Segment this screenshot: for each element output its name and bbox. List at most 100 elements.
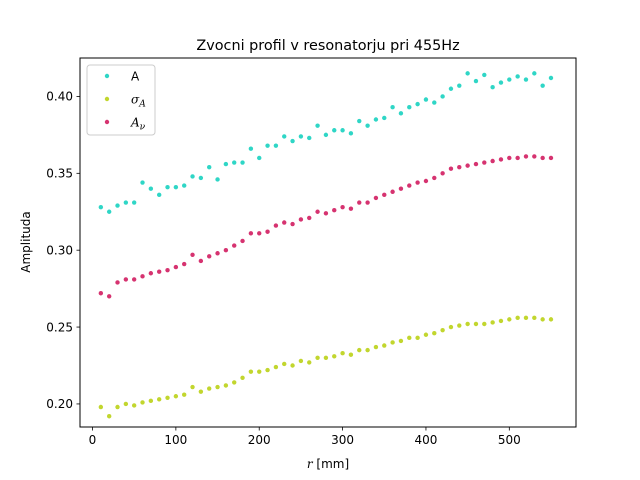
- point-series-2: [490, 158, 495, 164]
- point-series-0: [432, 100, 437, 105]
- legend-box: [86, 64, 156, 136]
- point-series-0: [215, 177, 220, 182]
- point-series-0: [173, 184, 179, 190]
- point-series-0: [307, 135, 312, 141]
- point-series-0: [448, 86, 454, 91]
- point-series-2: [340, 204, 345, 210]
- point-series-0: [382, 115, 387, 121]
- point-series-0: [332, 128, 337, 133]
- point-series-1: [298, 358, 304, 364]
- point-series-1: [290, 363, 295, 368]
- point-series-2: [398, 186, 404, 191]
- point-series-0: [348, 131, 354, 136]
- point-series-1: [182, 392, 187, 397]
- point-series-0: [507, 77, 512, 82]
- x-axis-variable: r: [307, 457, 314, 471]
- x-tick-label: 400: [414, 433, 437, 447]
- point-series-2: [223, 247, 229, 253]
- chart-title: Zvocni profil v resonatorju pri 455Hz: [196, 38, 459, 54]
- point-series-1: [223, 383, 229, 388]
- point-series-0: [457, 83, 462, 88]
- point-series-1: [548, 317, 554, 322]
- point-series-2: [432, 175, 437, 181]
- x-tick-label: 300: [331, 433, 354, 447]
- legend-label: A: [131, 70, 140, 84]
- point-series-0: [232, 160, 237, 165]
- point-series-2: [165, 267, 170, 273]
- point-series-1: [273, 364, 279, 370]
- legend-label: Aν: [130, 116, 146, 133]
- point-series-0: [407, 105, 412, 110]
- point-series-2: [298, 217, 304, 222]
- point-series-2: [332, 208, 337, 213]
- point-series-1: [515, 315, 520, 321]
- point-series-1: [365, 347, 370, 353]
- point-series-2: [357, 200, 362, 205]
- point-series-2: [182, 261, 187, 267]
- point-series-0: [131, 200, 137, 205]
- point-series-2: [473, 161, 479, 167]
- point-series-0: [240, 160, 245, 165]
- point-series-0: [123, 200, 129, 205]
- point-series-0: [423, 97, 429, 102]
- y-tick-label: 0.20: [46, 397, 73, 411]
- point-series-2: [373, 195, 379, 201]
- point-series-0: [498, 80, 504, 85]
- point-series-1: [507, 317, 512, 322]
- point-series-2: [190, 252, 195, 257]
- point-series-0: [182, 183, 187, 188]
- point-series-2: [123, 277, 129, 282]
- point-series-2: [548, 155, 554, 161]
- point-series-2: [348, 206, 354, 211]
- point-series-1: [207, 386, 212, 391]
- point-series-2: [173, 264, 179, 270]
- point-series-0: [532, 71, 537, 76]
- point-series-2: [248, 231, 254, 236]
- point-series-1: [315, 355, 320, 361]
- point-series-0: [490, 85, 495, 90]
- point-series-0: [440, 94, 445, 99]
- point-series-2: [323, 211, 329, 216]
- point-series-1: [332, 354, 337, 359]
- point-series-0: [340, 128, 345, 133]
- point-series-2: [273, 223, 279, 228]
- point-series-0: [115, 203, 120, 208]
- point-series-0: [323, 132, 329, 138]
- point-series-0: [515, 74, 520, 79]
- point-series-2: [457, 164, 462, 170]
- point-series-1: [373, 344, 379, 350]
- point-series-1: [140, 400, 145, 405]
- legend-label-sub: A: [138, 100, 146, 110]
- point-series-2: [507, 155, 512, 161]
- point-series-0: [223, 161, 229, 167]
- x-tick-label: 500: [498, 433, 521, 447]
- point-series-2: [140, 274, 145, 279]
- point-series-0: [265, 143, 270, 148]
- point-series-0: [190, 174, 195, 179]
- point-series-2: [407, 183, 412, 188]
- point-series-0: [198, 175, 204, 181]
- y-tick-label: 0.35: [46, 167, 73, 181]
- point-series-2: [482, 160, 487, 165]
- point-series-1: [415, 335, 420, 341]
- point-series-1: [156, 397, 162, 402]
- point-series-2: [532, 154, 537, 159]
- point-series-2: [257, 231, 262, 236]
- point-series-0: [248, 146, 254, 151]
- point-series-1: [382, 343, 387, 348]
- y-tick-label: 0.25: [46, 320, 73, 334]
- x-tick-label: 100: [164, 433, 187, 447]
- point-series-1: [440, 327, 445, 333]
- point-series-0: [398, 111, 404, 116]
- point-series-1: [457, 323, 462, 328]
- point-series-1: [423, 332, 429, 337]
- point-series-0: [473, 78, 479, 84]
- point-series-2: [148, 271, 154, 276]
- point-series-1: [248, 369, 254, 374]
- point-series-1: [482, 321, 487, 327]
- data-points: [98, 71, 554, 419]
- point-series-2: [523, 154, 529, 159]
- legend-label-sub: ν: [140, 123, 146, 133]
- point-series-1: [165, 395, 170, 400]
- point-series-2: [390, 189, 395, 194]
